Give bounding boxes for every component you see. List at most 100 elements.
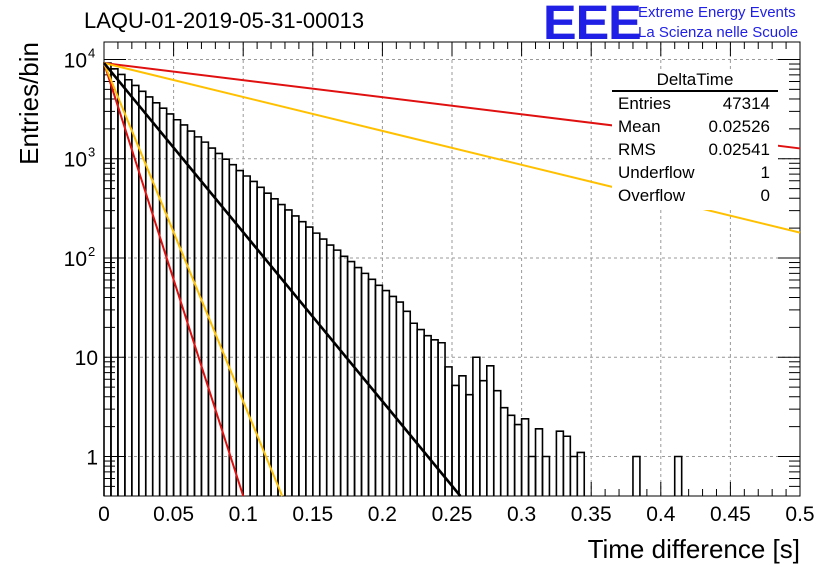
stat-label: Entries [618, 94, 671, 113]
x-tick-label: 0.2 [368, 503, 397, 526]
histogram-bin [277, 203, 286, 496]
histogram-bin [235, 169, 244, 496]
org-name: Extreme Energy Events La Scienza nelle S… [638, 3, 798, 43]
y-axis-label: Entries/bin [14, 42, 44, 165]
fit-line-fit [102, 62, 462, 497]
stat-value: 47314 [722, 94, 770, 113]
histogram-bin [110, 68, 119, 496]
histogram-bin [458, 375, 467, 496]
histogram-bin [534, 428, 544, 496]
histogram-bin [158, 107, 168, 496]
fit-line-fast-red [103, 62, 245, 497]
histogram-bin [486, 365, 495, 496]
stat-value: 0.02541 [708, 140, 770, 159]
x-axis-label: Time difference [s] [588, 534, 800, 564]
stat-row-mean: Mean 0.02526 [618, 115, 770, 138]
histogram-bin [325, 244, 335, 496]
histogram-bin [472, 356, 481, 496]
histogram-bin [346, 260, 356, 496]
histogram-bin [165, 113, 175, 496]
histogram-bin [506, 414, 516, 496]
y-tick-exponent: 3 [88, 145, 95, 160]
stat-label: Overflow [618, 186, 686, 205]
stats-box: DeltaTime Entries 47314 Mean 0.02526 RMS… [612, 70, 778, 210]
histogram-bin [144, 96, 154, 496]
histogram-bin [562, 435, 572, 496]
histogram-bin [576, 451, 586, 496]
histogram-bin [353, 266, 363, 496]
histogram-bin [520, 417, 530, 496]
histogram-bin [381, 289, 391, 496]
eee-logo: EEE [543, 0, 642, 50]
histogram-bin [172, 118, 182, 496]
histogram-bin [339, 255, 349, 496]
x-tick-label: 0.15 [292, 503, 333, 526]
x-tick-label: 0.25 [432, 503, 473, 526]
y-tick-label: 1 [86, 447, 98, 470]
histogram-bin [228, 163, 238, 496]
histogram-bin [207, 147, 217, 496]
histogram-bin [409, 322, 418, 496]
x-tick-label: 0.35 [571, 503, 612, 526]
stat-label: Underflow [618, 163, 695, 182]
histogram-bin [305, 226, 314, 496]
y-tick-label: 10 [64, 149, 87, 172]
x-tick-label: 0.4 [646, 503, 676, 526]
histogram-bin [298, 220, 307, 496]
histogram [103, 62, 683, 496]
x-tick-label: 0 [98, 503, 110, 526]
y-tick-label: 10 [75, 347, 98, 370]
histogram-bin [263, 192, 272, 496]
histogram-bin [527, 455, 537, 496]
histogram-bin [193, 136, 203, 496]
x-tick-label: 0.3 [507, 503, 536, 526]
histogram-bin [430, 338, 439, 496]
histogram-bin [632, 455, 641, 496]
org-name-line2: La Scienza nelle Scuole [638, 24, 799, 41]
fit-line-fast-yellow [103, 62, 284, 497]
x-tick-label: 0.1 [229, 503, 258, 526]
histogram-bin [513, 423, 523, 496]
histogram-bin [200, 141, 210, 496]
histogram-bin [388, 295, 398, 496]
histogram-bin [374, 284, 384, 496]
org-name-line1: Extreme Energy Events [638, 4, 796, 21]
y-tick-label: 10 [64, 49, 87, 72]
histogram-bin [451, 384, 460, 496]
histogram-bin [465, 393, 474, 496]
stat-value: 0 [760, 186, 770, 205]
stat-row-underflow: Underflow 1 [618, 161, 770, 184]
stat-row-entries: Entries 47314 [618, 92, 770, 115]
histogram-bin [318, 238, 328, 496]
histogram-bin [395, 301, 405, 496]
histogram-bin [673, 455, 683, 496]
x-tick-labels: 0 0.05 0.1 0.15 0.2 0.25 0.3 0.35 0.4 0.45 0.5 [98, 503, 814, 526]
histogram-bin [541, 455, 551, 496]
y-tick-exponent: 4 [88, 45, 95, 60]
stat-value: 1 [760, 163, 770, 182]
histogram-bin [423, 334, 432, 496]
histogram-bin [117, 73, 126, 496]
histogram-bin [284, 209, 293, 496]
histogram-bin [332, 249, 342, 496]
stat-row-overflow: Overflow 0 [618, 184, 770, 207]
x-tick-label: 0.5 [785, 503, 814, 526]
stat-value: 0.02526 [708, 117, 770, 136]
histogram-bin [569, 455, 579, 496]
histogram-bin [492, 389, 502, 496]
histogram-bin [479, 379, 488, 496]
x-tick-label: 0.05 [153, 503, 194, 526]
histogram-bin [186, 130, 196, 496]
histogram-bin [270, 197, 279, 496]
stat-label: RMS [618, 140, 656, 159]
histogram-bin [402, 310, 412, 496]
stats-title: DeltaTime [656, 70, 734, 89]
histogram-bin [124, 78, 133, 496]
y-tick-label: 10 [64, 248, 87, 271]
histogram-bin [499, 406, 509, 496]
x-tick-label: 0.45 [710, 503, 751, 526]
histogram-bin [555, 430, 565, 496]
stat-label: Mean [618, 117, 661, 136]
